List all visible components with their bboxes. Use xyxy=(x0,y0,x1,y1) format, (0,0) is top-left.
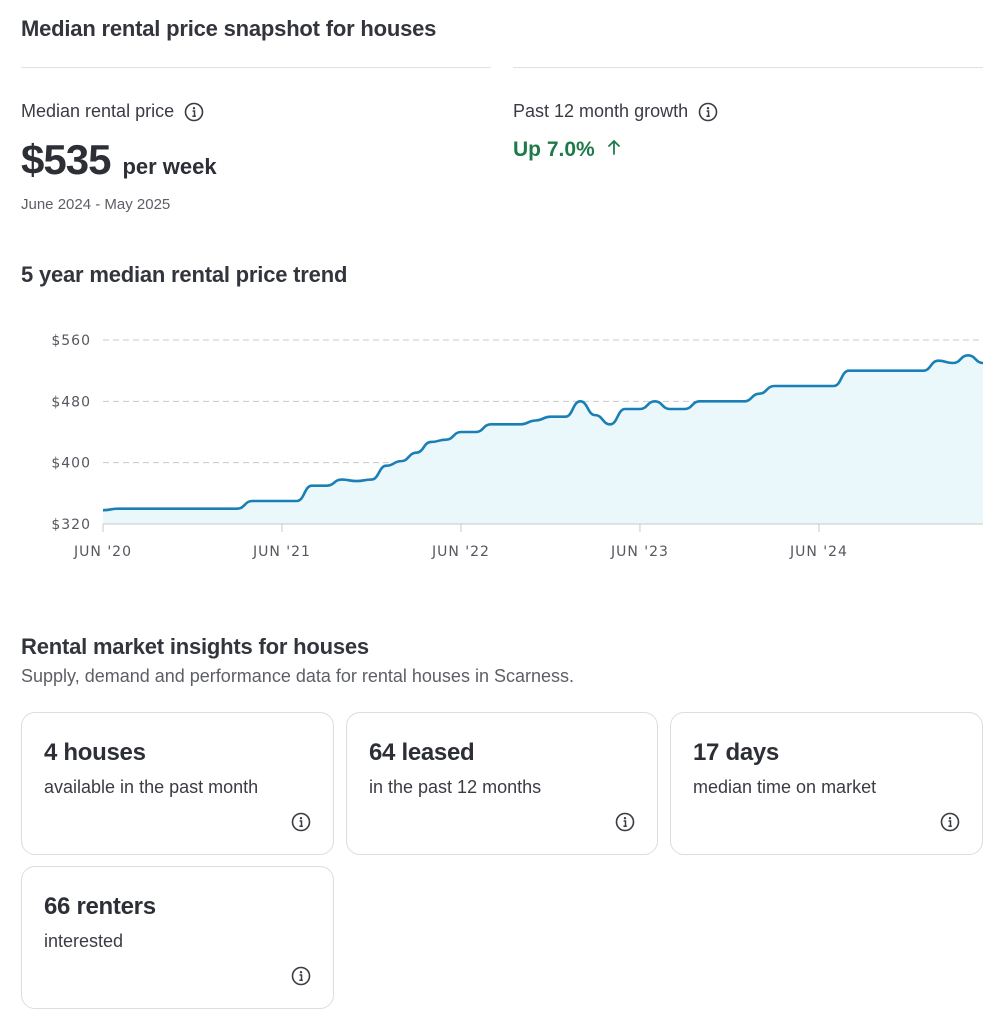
insight-card-value: 4 houses xyxy=(44,739,146,766)
growth-label-row: Past 12 month growth xyxy=(513,101,718,122)
divider-left xyxy=(21,67,491,68)
y-tick-label: $320 xyxy=(51,517,91,533)
y-tick-label: $480 xyxy=(51,394,91,410)
insight-card: 4 houses available in the past month xyxy=(21,712,334,855)
insight-card-desc: median time on market xyxy=(693,777,877,797)
insight-card: 64 leased in the past 12 months xyxy=(346,712,658,855)
snapshot-title: Median rental price snapshot for houses xyxy=(21,16,437,41)
median-price-period: June 2024 - May 2025 xyxy=(21,196,171,213)
median-price-label-row: Median rental price xyxy=(21,101,204,122)
trend-title: 5 year median rental price trend xyxy=(21,262,348,287)
insight-card: 17 days median time on market xyxy=(670,712,983,855)
info-icon[interactable] xyxy=(291,812,311,832)
info-icon[interactable] xyxy=(698,102,718,122)
median-price-label: Median rental price xyxy=(21,101,175,121)
insights-title: Rental market insights for houses xyxy=(21,634,369,659)
x-tick-label: JUN '24 xyxy=(789,544,848,560)
growth-label: Past 12 month growth xyxy=(513,101,689,121)
x-tick-label: JUN '21 xyxy=(252,544,311,560)
growth-value: Up 7.0% xyxy=(513,138,595,161)
trend-chart: $560 $480 $400 $320 JUN '20 JUN '21 JUN '22 JUN… xyxy=(0,320,988,570)
y-tick-label: $560 xyxy=(51,333,91,349)
info-icon[interactable] xyxy=(184,102,204,122)
insight-card-value: 64 leased xyxy=(369,739,475,766)
insight-card-desc: in the past 12 months xyxy=(369,777,542,797)
insights-subtitle: Supply, demand and performance data for … xyxy=(21,666,574,686)
divider-right xyxy=(513,67,983,68)
insight-card: 66 renters interested xyxy=(21,866,334,1009)
x-tick-label: JUN '22 xyxy=(431,544,490,560)
y-tick-label: $400 xyxy=(51,456,91,472)
insight-card-desc: interested xyxy=(44,931,124,951)
trend-chart-svg: $560 $480 $400 $320 JUN '20 JUN '21 JUN '22 JUN… xyxy=(51,333,984,560)
median-price: $535 per week xyxy=(21,136,217,184)
x-tick-label: JUN '20 xyxy=(73,544,132,560)
series-line xyxy=(102,354,984,512)
info-icon[interactable] xyxy=(940,812,960,832)
insight-card-value: 66 renters xyxy=(44,893,156,920)
x-tick-label: JUN '23 xyxy=(610,544,669,560)
insight-card-desc: available in the past month xyxy=(44,777,259,797)
series-area xyxy=(103,355,983,524)
median-price-unit: per week xyxy=(122,154,217,179)
insight-card-value: 17 days xyxy=(693,739,779,766)
info-icon[interactable] xyxy=(291,966,311,986)
median-price-value: $535 xyxy=(21,136,111,183)
arrow-up-icon xyxy=(607,138,621,162)
info-icon[interactable] xyxy=(615,812,635,832)
growth: Up 7.0% xyxy=(513,138,621,162)
